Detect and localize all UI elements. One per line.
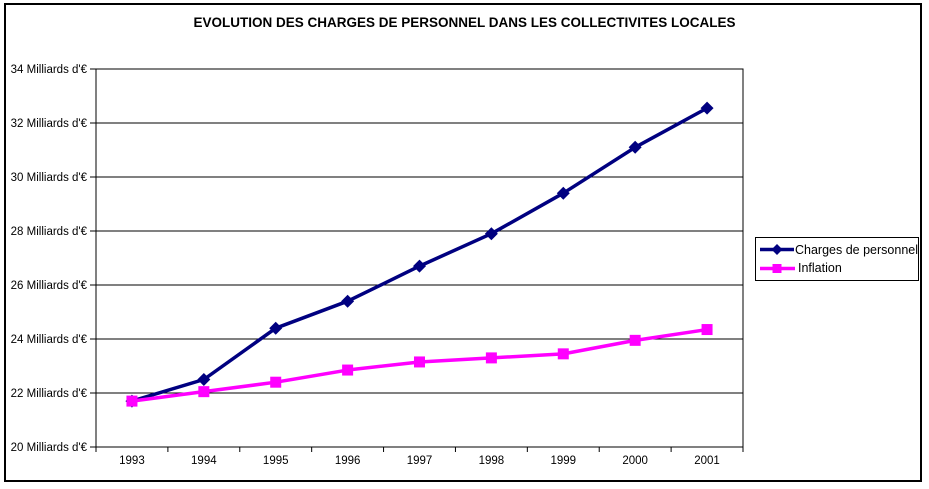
series-marker-charges [269,321,283,335]
legend-line-diamond-icon [760,244,794,256]
legend-label-charges: Charges de personnel [795,242,918,257]
series-marker-charges [413,259,426,273]
legend-item-inflation: Inflation [759,261,918,275]
x-axis-tick-label: 2001 [694,455,720,467]
series-marker-charges [628,140,642,154]
x-axis-tick-label: 1994 [191,455,217,467]
x-axis-tick-label: 1995 [263,455,289,467]
series-marker-charges [700,101,714,115]
y-axis-tick-label: 26 Milliards d'€ [11,280,88,292]
y-axis-tick-label: 24 Milliards d'€ [11,334,88,346]
series-marker-inflation [270,376,282,388]
x-axis-tick-label: 1997 [407,455,433,467]
series-marker-charges [556,186,570,200]
series-marker-inflation [557,348,569,360]
series-marker-inflation [629,334,641,346]
plot-area-border [95,68,744,448]
series-marker-inflation [414,356,425,368]
x-axis-tick-label: 1993 [119,455,145,467]
y-axis-tick-label: 30 Milliards d'€ [11,172,88,184]
legend-item-charges: Charges de personnel [759,243,918,257]
series-marker-inflation [485,352,497,364]
legend-sample-marker [772,263,782,273]
series-marker-charges [341,294,355,308]
series-marker-inflation [126,395,138,407]
y-axis-tick-label: 22 Milliards d'€ [11,388,88,400]
series-marker-inflation [342,364,354,376]
series-marker-inflation [198,386,210,398]
x-axis-tick-label: 1996 [335,455,361,467]
legend: Charges de personnel Inflation [755,237,919,281]
chart-title: EVOLUTION DES CHARGES DE PERSONNEL DANS … [193,15,736,30]
legend-sample-marker [771,244,783,256]
series-marker-charges [197,373,211,386]
series-marker-charges [484,227,498,241]
legend-line-square-icon [760,263,795,273]
x-axis-tick-label: 1999 [550,455,576,467]
y-axis-tick-label: 28 Milliards d'€ [11,226,88,238]
x-axis-tick-label: 2000 [622,455,648,467]
y-axis-tick-label: 34 Milliards d'€ [11,64,88,76]
legend-label-inflation: Inflation [798,261,842,276]
y-axis-tick-label: 32 Milliards d'€ [11,118,88,130]
x-axis-tick-label: 1998 [479,455,505,467]
y-axis-tick-label: 20 Milliards d'€ [11,442,88,454]
series-marker-inflation [701,324,713,336]
